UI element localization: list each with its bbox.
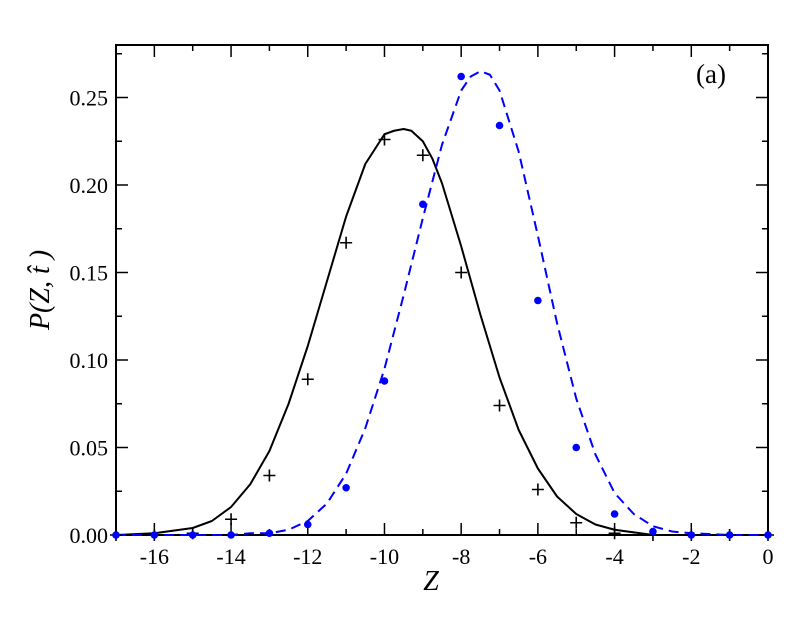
ticks xyxy=(115,45,769,536)
plus-marker xyxy=(608,527,621,540)
y-tick-label: 0.10 xyxy=(70,348,109,373)
x-tick-label: -14 xyxy=(216,544,245,569)
y-tick-label: 0.05 xyxy=(70,436,109,461)
plus-marker xyxy=(225,513,238,526)
plus-marker xyxy=(301,373,314,386)
circle-marker xyxy=(265,529,274,538)
plus-marker xyxy=(416,149,429,162)
circle-marker xyxy=(572,443,581,452)
circle-marker xyxy=(303,520,312,529)
plus-marker xyxy=(493,399,506,412)
plus-marker xyxy=(340,236,353,249)
tick-labels: -16 -14 -12 -10 -8 -6 -4 -2 0 0.00 0.05 0.10 0.15 0.2… xyxy=(70,86,774,570)
circle-marker xyxy=(380,377,389,385)
x-tick-label: -16 xyxy=(140,544,169,569)
x-tick-label: -4 xyxy=(605,544,623,569)
circle-marker xyxy=(534,296,542,305)
circle-marker xyxy=(649,527,657,536)
circle-marker xyxy=(150,531,159,539)
x-tick-label: -6 xyxy=(529,544,547,569)
circle-marker xyxy=(227,531,235,539)
series-layer xyxy=(110,70,774,541)
x-tick-label: -2 xyxy=(682,544,700,569)
circle-marker xyxy=(342,483,350,492)
circle-marker xyxy=(495,121,504,130)
y-tick-label: 0.15 xyxy=(70,261,109,286)
circle-marker xyxy=(419,200,427,209)
x-axis-title: Z xyxy=(423,566,439,597)
plot-frame xyxy=(115,44,769,536)
x-tick-label: 0 xyxy=(763,544,774,569)
solid-fit-line xyxy=(115,128,768,536)
plus-marker xyxy=(570,516,583,529)
plus-marker xyxy=(378,133,391,146)
x-tick-label: -10 xyxy=(370,544,399,569)
plus-marker xyxy=(263,469,276,482)
circle-marker xyxy=(188,531,197,539)
circle-marker xyxy=(610,510,619,518)
panel-label: (a) xyxy=(696,59,726,89)
circle-marker xyxy=(687,531,696,539)
y-tick-label: 0.20 xyxy=(70,173,109,198)
x-tick-label: -12 xyxy=(293,544,322,569)
circle-marker xyxy=(764,531,772,539)
y-axis-title: P(Z, t̂ ) xyxy=(25,250,56,331)
plus-marker xyxy=(455,266,468,279)
circle-marker xyxy=(457,72,465,81)
plus-marker xyxy=(531,483,544,496)
x-tick-label: -8 xyxy=(452,544,470,569)
circle-marker xyxy=(112,531,120,539)
y-tick-label: 0.25 xyxy=(70,86,109,111)
dashed-fit-line xyxy=(116,70,768,536)
y-tick-label: 0.00 xyxy=(70,523,109,548)
circle-marker xyxy=(725,531,734,539)
